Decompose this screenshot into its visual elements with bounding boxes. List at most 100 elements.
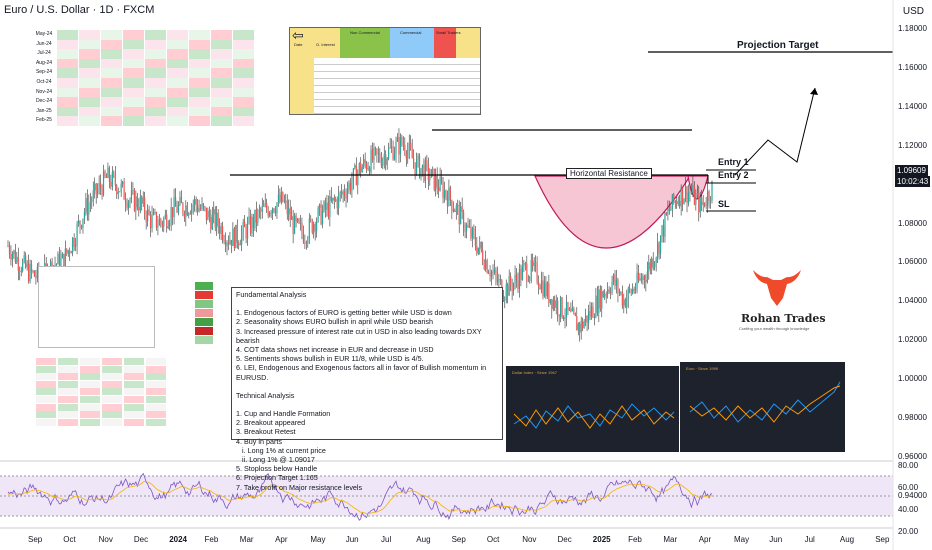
candle (105, 176, 108, 178)
candle (55, 264, 58, 266)
seasonal-cell (79, 68, 100, 78)
candle (413, 158, 415, 163)
candle (308, 218, 310, 239)
seasonal-cell (101, 49, 122, 59)
bull-icon (753, 270, 801, 306)
lei-cell (124, 358, 144, 365)
candle (179, 197, 181, 205)
candle (630, 289, 632, 294)
candle (379, 153, 381, 161)
candle (674, 201, 676, 203)
seasonal-cell (211, 30, 232, 40)
candle (504, 298, 506, 301)
time-tick: Dec (133, 535, 149, 544)
rsi-ma-line (7, 481, 713, 515)
candle (183, 212, 185, 218)
candle (673, 194, 675, 203)
candle (471, 228, 474, 239)
candle (523, 263, 525, 266)
candle (276, 202, 278, 214)
candle (288, 208, 290, 215)
candle (54, 265, 56, 267)
seasonal-cell (189, 58, 210, 69)
lei-cell (36, 396, 56, 403)
seasonal-cell (123, 49, 144, 59)
heat-cell (195, 282, 213, 290)
dollar-index-chart: Dollar Index · Since 1967 (506, 366, 679, 452)
candle (564, 317, 566, 320)
seasonal-cell (233, 78, 254, 88)
candle (464, 230, 466, 232)
lei-cell (146, 396, 166, 403)
candle (470, 226, 472, 239)
candle (502, 298, 504, 301)
candle (295, 215, 297, 222)
cot-header-oi: O. Interest (316, 42, 335, 47)
seasonal-month: Nov-24 (35, 88, 53, 95)
candle (396, 137, 399, 142)
candle (336, 199, 338, 209)
price-tick: 1.12000 (898, 140, 927, 150)
candle (207, 210, 209, 220)
lei-cell (80, 388, 100, 396)
seasonal-cell (167, 78, 188, 88)
candle (489, 273, 491, 277)
candle (196, 204, 199, 212)
projection-arrowhead (810, 88, 818, 95)
lei-cell (102, 396, 122, 403)
candle (562, 316, 565, 320)
candle (615, 279, 618, 286)
time-tick: Feb (204, 535, 219, 544)
candle (639, 278, 641, 281)
candle (25, 255, 27, 268)
cot-table: Date O. Interest Non Commercial Commerci… (289, 27, 481, 115)
candle (652, 258, 654, 268)
candle (711, 180, 713, 201)
lei-cell (102, 418, 122, 426)
candle (386, 158, 388, 166)
candle (568, 308, 571, 311)
candle (617, 279, 619, 293)
candle (198, 208, 200, 212)
candle (343, 191, 346, 196)
candle (69, 250, 71, 254)
seasonal-cell (233, 30, 254, 40)
time-tick: Sep (451, 535, 466, 544)
candle (671, 194, 673, 210)
projection-target-label: Projection Target (737, 40, 819, 51)
candle (465, 224, 468, 231)
seasonal-cell (167, 87, 188, 98)
rsi-tick: 40.00 (898, 505, 919, 514)
lei-cell (146, 358, 166, 365)
candle (289, 208, 291, 220)
candle (432, 168, 434, 170)
candle (345, 195, 347, 199)
dollar-index-title: Dollar Index · Since 1967 (512, 370, 557, 375)
seasonal-cell (189, 116, 210, 126)
candle (634, 288, 637, 291)
candle (649, 262, 651, 270)
fundamental-item: 2. Seasonality shows EURO bullish in apr… (236, 317, 433, 327)
candle (202, 203, 205, 207)
candle (477, 247, 479, 254)
candle (201, 203, 203, 209)
seasonal-cell (233, 87, 254, 98)
candle (20, 270, 22, 272)
lei-cell (58, 388, 78, 396)
candle (99, 182, 102, 189)
candle (585, 315, 587, 322)
candle (677, 200, 679, 205)
lei-cell (36, 403, 56, 411)
candle (61, 253, 63, 259)
brand-name: Rohan Trades (741, 312, 826, 325)
candle (421, 164, 424, 169)
time-tick: May (310, 535, 326, 544)
candle (410, 142, 412, 149)
candle (709, 200, 712, 202)
candle (305, 242, 307, 244)
candle (73, 237, 75, 247)
candle (292, 216, 294, 234)
lei-cell (124, 418, 144, 426)
candle (335, 199, 337, 201)
candle (169, 222, 171, 227)
